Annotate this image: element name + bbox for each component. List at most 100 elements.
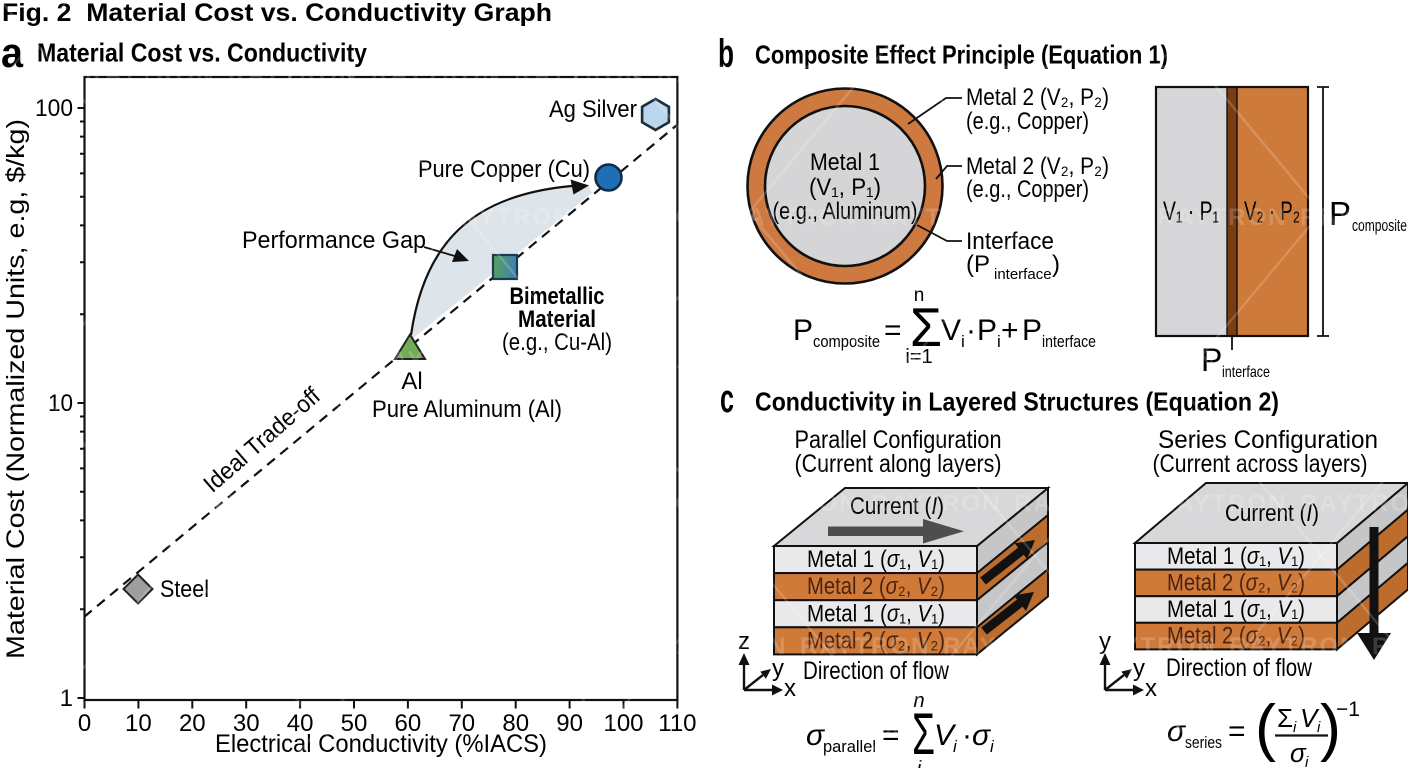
svg-text:RAYTRON: RAYTRON [657,347,787,374]
svg-text:RAYTRON: RAYTRON [228,633,358,660]
svg-text:Metal 2 (σ₂, V₂): Metal 2 (σ₂, V₂) [807,627,945,654]
svg-text:RAYTRON: RAYTRON [442,204,572,231]
svg-text:RAYTRON: RAYTRON [85,347,215,374]
svg-text:(: ( [1255,693,1276,763]
svg-text:Material: Material [518,306,596,333]
svg-text:RAYTRON: RAYTRON [371,347,501,374]
svg-text:interface: interface [1222,364,1270,381]
svg-text:RAYTRON: RAYTRON [1229,347,1359,374]
svg-text:σ: σ [1167,715,1187,748]
svg-text:Steel: Steel [160,576,209,603]
svg-text:−1: −1 [1336,698,1360,721]
svg-text:V₂ · P₂: V₂ · P₂ [1244,196,1300,226]
svg-text:60: 60 [395,710,422,737]
svg-text:RAYTRON: RAYTRON [943,633,1073,660]
svg-text:Bimetallic: Bimetallic [510,283,605,310]
svg-text:(Current across layers): (Current across layers) [1153,450,1368,478]
svg-text:Metal 2 (V₂, P₂): Metal 2 (V₂, P₂) [966,84,1109,111]
svg-text:RAYTRON: RAYTRON [1300,490,1408,517]
svg-text:RAYTRON: RAYTRON [228,61,358,88]
svg-text:40: 40 [287,710,314,737]
svg-text:RAYTRON: RAYTRON [1086,633,1216,660]
svg-text:RAYTRON: RAYTRON [1372,633,1408,660]
svg-text:RAYTRON: RAYTRON [657,61,787,88]
svg-text:composite: composite [1352,216,1407,235]
svg-text:RAYTRON: RAYTRON [1229,61,1359,88]
svg-text:P: P [1329,195,1351,232]
svg-text:RAYTRON: RAYTRON [1372,61,1408,88]
svg-text:V: V [941,314,961,347]
svg-text:0: 0 [78,710,91,737]
svg-text:RAYTRON: RAYTRON [156,490,286,517]
svg-text:30: 30 [233,710,260,737]
svg-text:50: 50 [341,710,368,737]
svg-text:Metal 2 (σ₂, V₂): Metal 2 (σ₂, V₂) [1167,623,1305,650]
svg-text:RAYTRON: RAYTRON [871,204,1001,231]
svg-text:Electrical Conductivity (%IACS: Electrical Conductivity (%IACS) [215,730,547,758]
svg-text:Direction of flow: Direction of flow [1166,654,1313,682]
svg-text:RAYTRON: RAYTRON [299,204,429,231]
svg-text:1: 1 [60,685,73,712]
svg-text:RAYTRON: RAYTRON [299,490,429,517]
svg-text:i: i [917,758,922,768]
svg-text:RAYTRON: RAYTRON [371,633,501,660]
svg-text:Conductivity in Layered Struct: Conductivity in Layered Structures (Equa… [755,387,1279,417]
svg-text:σ: σ [1290,738,1307,768]
svg-text:P: P [1022,314,1042,347]
svg-text:RAYTRON: RAYTRON [85,61,215,88]
svg-text:b: b [718,32,734,76]
svg-text:RAYTRON: RAYTRON [1300,204,1408,231]
svg-text:Metal 2 (σ₂, V₂): Metal 2 (σ₂, V₂) [1167,569,1305,596]
svg-text:Parallel Configuration: Parallel Configuration [795,426,1002,454]
svg-text:x: x [784,675,796,702]
svg-text:Performance Gap: Performance Gap [242,227,426,254]
svg-text:Metal 2 (V₂, P₂): Metal 2 (V₂, P₂) [966,153,1109,180]
svg-text:Composite Effect Principle (Eq: Composite Effect Principle (Equation 1) [755,40,1168,70]
svg-text:i=1: i=1 [905,346,932,368]
svg-text:Metal 1 (σ₁, V₁): Metal 1 (σ₁, V₁) [807,600,945,627]
svg-text:20: 20 [179,710,206,737]
svg-text:RAYTRON: RAYTRON [800,633,930,660]
svg-text:RAYTRON: RAYTRON [156,204,286,231]
svg-text:n: n [913,690,924,712]
svg-text:): ) [1320,693,1341,763]
svg-text:RAYTRON: RAYTRON [1014,490,1144,517]
svg-text:interface: interface [994,266,1052,283]
svg-text:composite: composite [813,332,880,351]
svg-text:i: i [1317,719,1321,736]
svg-text:RAYTRON: RAYTRON [585,204,715,231]
svg-text:Metal 2 (σ₂, V₂): Metal 2 (σ₂, V₂) [807,573,945,600]
svg-text:RAYTRON: RAYTRON [728,490,858,517]
svg-text:n: n [914,285,925,306]
svg-text:+: + [1001,314,1019,347]
svg-text:P: P [1201,342,1222,378]
svg-text:RAYTRON: RAYTRON [728,204,858,231]
svg-text:=: = [882,719,900,752]
svg-text:RAYTRON: RAYTRON [1229,633,1359,660]
svg-text:RAYTRON: RAYTRON [800,61,930,88]
svg-text:series: series [1185,733,1222,752]
svg-text:Current (I): Current (I) [1225,500,1319,527]
svg-text:Material Cost (Normalized Unit: Material Cost (Normalized Units, e.g, $/… [2,119,30,659]
svg-text:(V₁, P₁): (V₁, P₁) [809,174,881,201]
svg-text:P: P [977,314,997,347]
svg-text:RAYTRON: RAYTRON [371,61,501,88]
svg-text:RAYTRON: RAYTRON [943,61,1073,88]
svg-text:V: V [1300,703,1320,733]
svg-text:80: 80 [502,710,529,737]
svg-text:=: = [884,314,902,347]
svg-text:(Current along layers): (Current along layers) [795,450,1002,478]
svg-text:Ag Silver: Ag Silver [549,96,637,123]
svg-text:): ) [1052,251,1060,278]
svg-text:RAYTRON: RAYTRON [442,490,572,517]
svg-text:Metal 1: Metal 1 [810,149,880,176]
svg-text:RAYTRON: RAYTRON [800,347,930,374]
svg-text:(e.g., Copper): (e.g., Copper) [966,176,1089,203]
svg-text:70: 70 [448,710,475,737]
svg-text:·: · [966,314,976,347]
svg-text:i: i [990,737,995,756]
svg-text:a: a [1,29,24,76]
svg-text:90: 90 [556,710,583,737]
svg-text:P: P [793,314,813,347]
svg-text:100: 100 [35,95,73,122]
